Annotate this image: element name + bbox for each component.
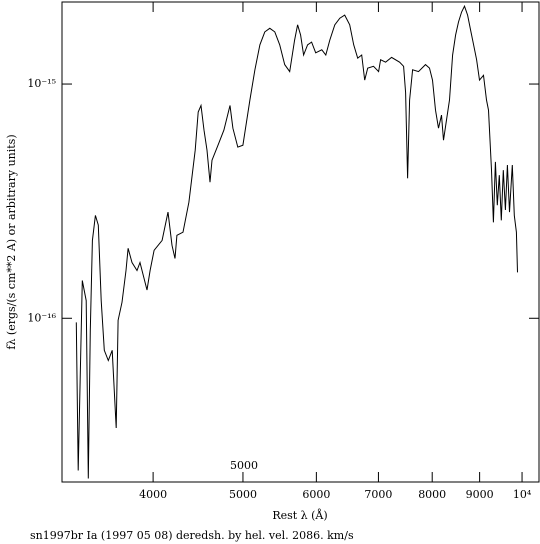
x-axis-label: Rest λ (Å) <box>272 508 327 522</box>
y-axis-label: fλ (ergs/(s cm**2 A) or arbitrary units) <box>5 134 18 349</box>
spectrum-line <box>75 4 518 479</box>
x-tick-label: 5000 <box>229 488 257 501</box>
x-tick-label: 10⁴ <box>513 488 532 501</box>
y-tick-label: 10⁻¹⁵ <box>27 77 56 90</box>
x-tick-label: 9000 <box>466 488 494 501</box>
y-tick-label: 10⁻¹⁶ <box>27 311 56 324</box>
annotation: 5000 <box>230 459 258 472</box>
x-tick-label: 4000 <box>139 488 167 501</box>
caption: sn1997br Ia (1997 05 08) deredsh. by hel… <box>30 529 354 542</box>
plot-frame <box>61 1 540 483</box>
x-tick-label: 8000 <box>418 488 446 501</box>
x-tick-label: 6000 <box>302 488 330 501</box>
x-tick-label: 7000 <box>364 488 392 501</box>
